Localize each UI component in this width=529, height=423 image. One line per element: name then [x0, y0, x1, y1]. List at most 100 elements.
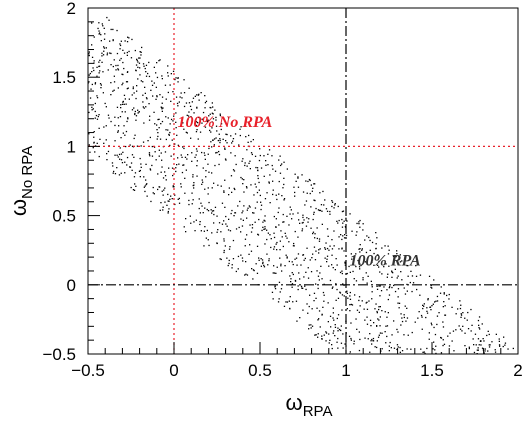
data-point [379, 306, 381, 308]
data-point [483, 340, 485, 342]
data-point [264, 215, 266, 217]
data-point [142, 81, 144, 83]
data-point [98, 72, 100, 74]
data-point [115, 64, 117, 67]
data-point [297, 285, 299, 287]
data-point [327, 302, 329, 304]
data-point [254, 155, 257, 157]
data-point [279, 249, 281, 251]
data-point [231, 209, 233, 212]
data-point [254, 221, 256, 223]
data-point [355, 265, 357, 268]
data-point [114, 154, 116, 156]
data-point [244, 162, 246, 164]
data-point [246, 217, 248, 219]
data-point [299, 278, 301, 280]
data-point [318, 240, 321, 242]
data-point [335, 299, 337, 301]
data-point [313, 199, 315, 201]
data-point [101, 23, 103, 25]
data-point [442, 339, 444, 341]
data-point [240, 218, 242, 220]
data-point [204, 158, 206, 160]
data-point [460, 314, 463, 316]
data-point [334, 269, 336, 271]
data-point [331, 200, 333, 202]
data-point [234, 212, 236, 214]
data-point [292, 213, 294, 215]
data-point [142, 106, 144, 108]
data-point [209, 113, 211, 115]
data-point [255, 166, 257, 169]
data-point [157, 132, 159, 134]
data-point [288, 300, 290, 302]
data-point [393, 320, 395, 322]
data-point [329, 339, 331, 341]
data-point [321, 313, 323, 315]
data-point [302, 216, 304, 219]
data-point [371, 338, 373, 341]
data-point [294, 195, 296, 197]
data-point [358, 266, 361, 268]
data-point [194, 95, 196, 97]
data-point [318, 238, 321, 240]
data-point [365, 272, 367, 274]
data-point [387, 273, 389, 275]
data-point [484, 350, 486, 352]
data-point [114, 173, 117, 175]
data-point [128, 98, 130, 100]
data-point [220, 185, 222, 187]
data-point [122, 151, 124, 153]
data-point [420, 314, 423, 317]
data-point [169, 131, 171, 134]
data-point [250, 250, 253, 252]
data-point [152, 192, 154, 194]
data-point [256, 201, 258, 203]
data-point [283, 161, 285, 163]
data-point [295, 180, 297, 182]
data-point [305, 271, 307, 273]
data-point [185, 169, 187, 171]
data-point [339, 291, 341, 293]
data-point [194, 230, 196, 232]
data-point [231, 191, 233, 193]
data-point [286, 237, 288, 239]
data-point [169, 198, 171, 200]
data-point [386, 276, 388, 278]
data-point [113, 59, 115, 61]
data-point [208, 171, 210, 173]
data-point [453, 350, 455, 352]
data-point [228, 187, 230, 189]
data-point [205, 237, 207, 239]
data-point [381, 332, 383, 334]
data-point [156, 138, 158, 140]
data-point [92, 108, 94, 110]
data-point [140, 54, 142, 56]
data-point [477, 347, 479, 349]
data-point [137, 109, 139, 111]
data-point [220, 123, 223, 125]
data-point [326, 258, 328, 260]
data-point [191, 101, 193, 103]
data-point [138, 57, 140, 59]
data-point [298, 272, 300, 274]
data-point [362, 223, 364, 225]
data-point [267, 264, 269, 266]
data-point [391, 276, 393, 278]
data-point [264, 243, 266, 245]
data-point [216, 242, 218, 244]
data-point [273, 265, 275, 267]
data-point [340, 342, 343, 344]
data-point [358, 299, 360, 302]
data-point [215, 119, 217, 121]
data-point [197, 122, 199, 124]
data-point [331, 344, 333, 346]
data-point [256, 191, 259, 194]
data-point [305, 200, 308, 202]
data-point [313, 213, 315, 215]
data-point [258, 218, 260, 221]
data-point [167, 193, 169, 196]
data-point [167, 72, 169, 74]
data-point [312, 231, 315, 233]
data-point [91, 109, 93, 111]
